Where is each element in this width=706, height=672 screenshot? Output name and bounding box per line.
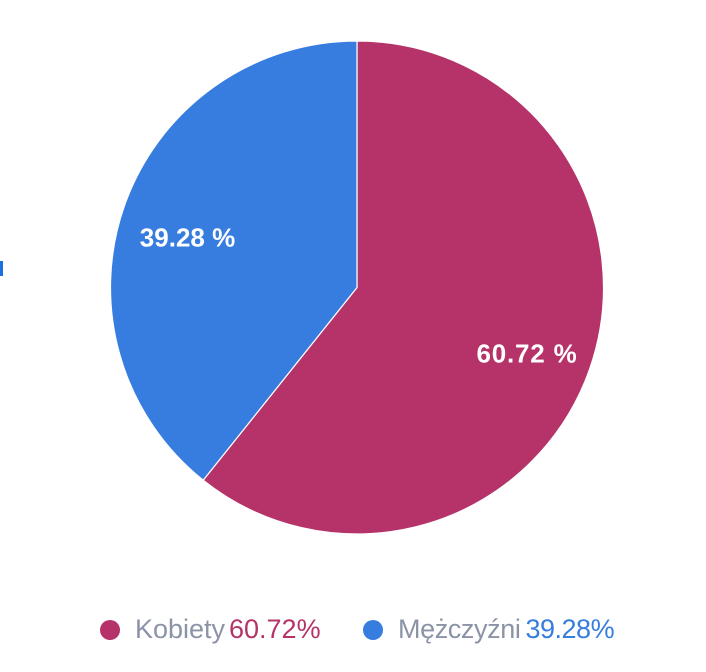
svg-text:60.72 %: 60.72 % <box>476 339 577 369</box>
svg-text:39.28 %: 39.28 % <box>140 222 235 252</box>
